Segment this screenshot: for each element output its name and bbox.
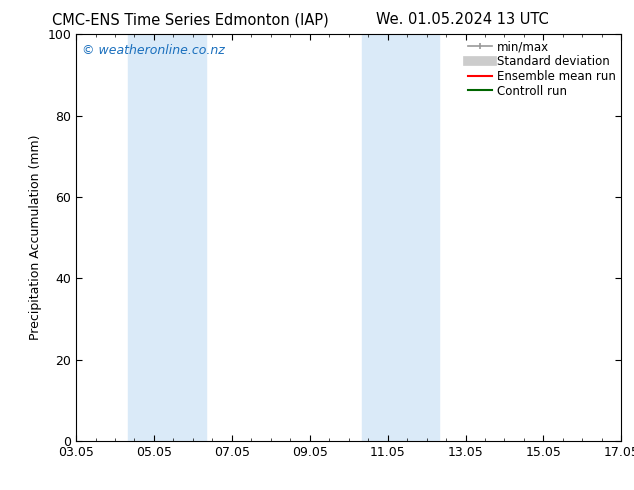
Text: © weatheronline.co.nz: © weatheronline.co.nz [82, 45, 224, 57]
Legend: min/max, Standard deviation, Ensemble mean run, Controll run: min/max, Standard deviation, Ensemble me… [468, 40, 616, 98]
Text: We. 01.05.2024 13 UTC: We. 01.05.2024 13 UTC [377, 12, 549, 27]
Y-axis label: Precipitation Accumulation (mm): Precipitation Accumulation (mm) [29, 135, 42, 341]
Bar [361, 34, 439, 441]
Bar [128, 34, 206, 441]
Text: CMC-ENS Time Series Edmonton (IAP): CMC-ENS Time Series Edmonton (IAP) [52, 12, 328, 27]
